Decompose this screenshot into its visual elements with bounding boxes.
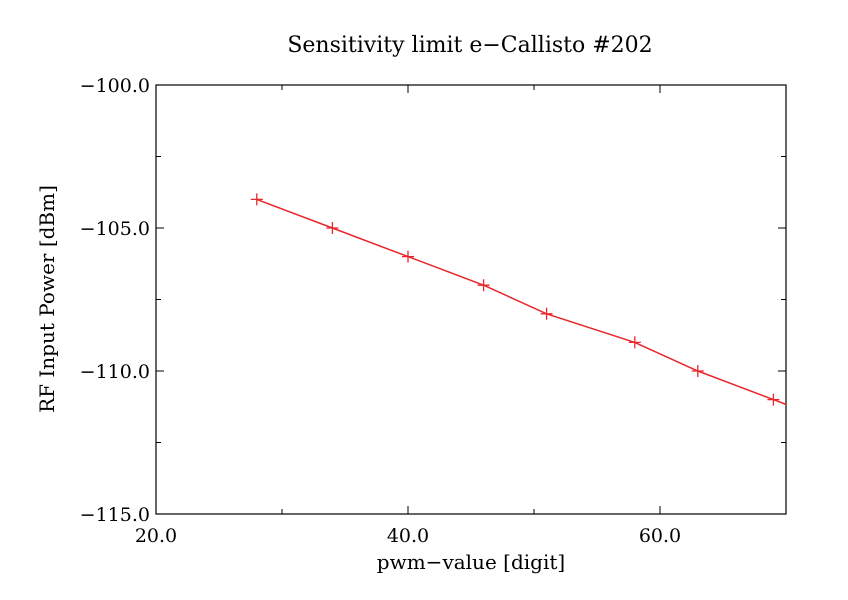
x-axis-label: pwm−value [digit] — [377, 550, 565, 574]
plot-frame — [155, 84, 787, 515]
y-tick-label: −105.0 — [80, 218, 150, 240]
chart-title: Sensitivity limit e−Callisto #202 — [287, 33, 652, 58]
axis-tick-labels: 20.0 40.0 60.0 −100.0 −105.0 −110.0 −115.0 — [80, 75, 681, 547]
x-tick-label: 20.0 — [135, 525, 177, 547]
data-point-marker — [691, 365, 704, 377]
x-tick-label: 40.0 — [387, 525, 429, 547]
data-point-marker — [326, 222, 339, 234]
x-tick-label: 60.0 — [639, 525, 681, 547]
axis-ticks — [155, 84, 787, 515]
data-point-marker — [250, 193, 263, 206]
data-point-marker — [477, 279, 490, 292]
data-point-marker — [767, 393, 780, 406]
data-point-marker — [402, 250, 414, 263]
series-layer — [250, 193, 787, 406]
y-tick-label: −110.0 — [80, 361, 150, 383]
data-point-marker — [628, 336, 641, 349]
y-tick-label: −100.0 — [80, 75, 150, 97]
series-line — [256, 198, 787, 406]
y-tick-label: −115.0 — [80, 504, 150, 526]
y-axis-label: RF Input Power [dBm] — [35, 185, 59, 413]
data-point-marker — [540, 307, 553, 320]
